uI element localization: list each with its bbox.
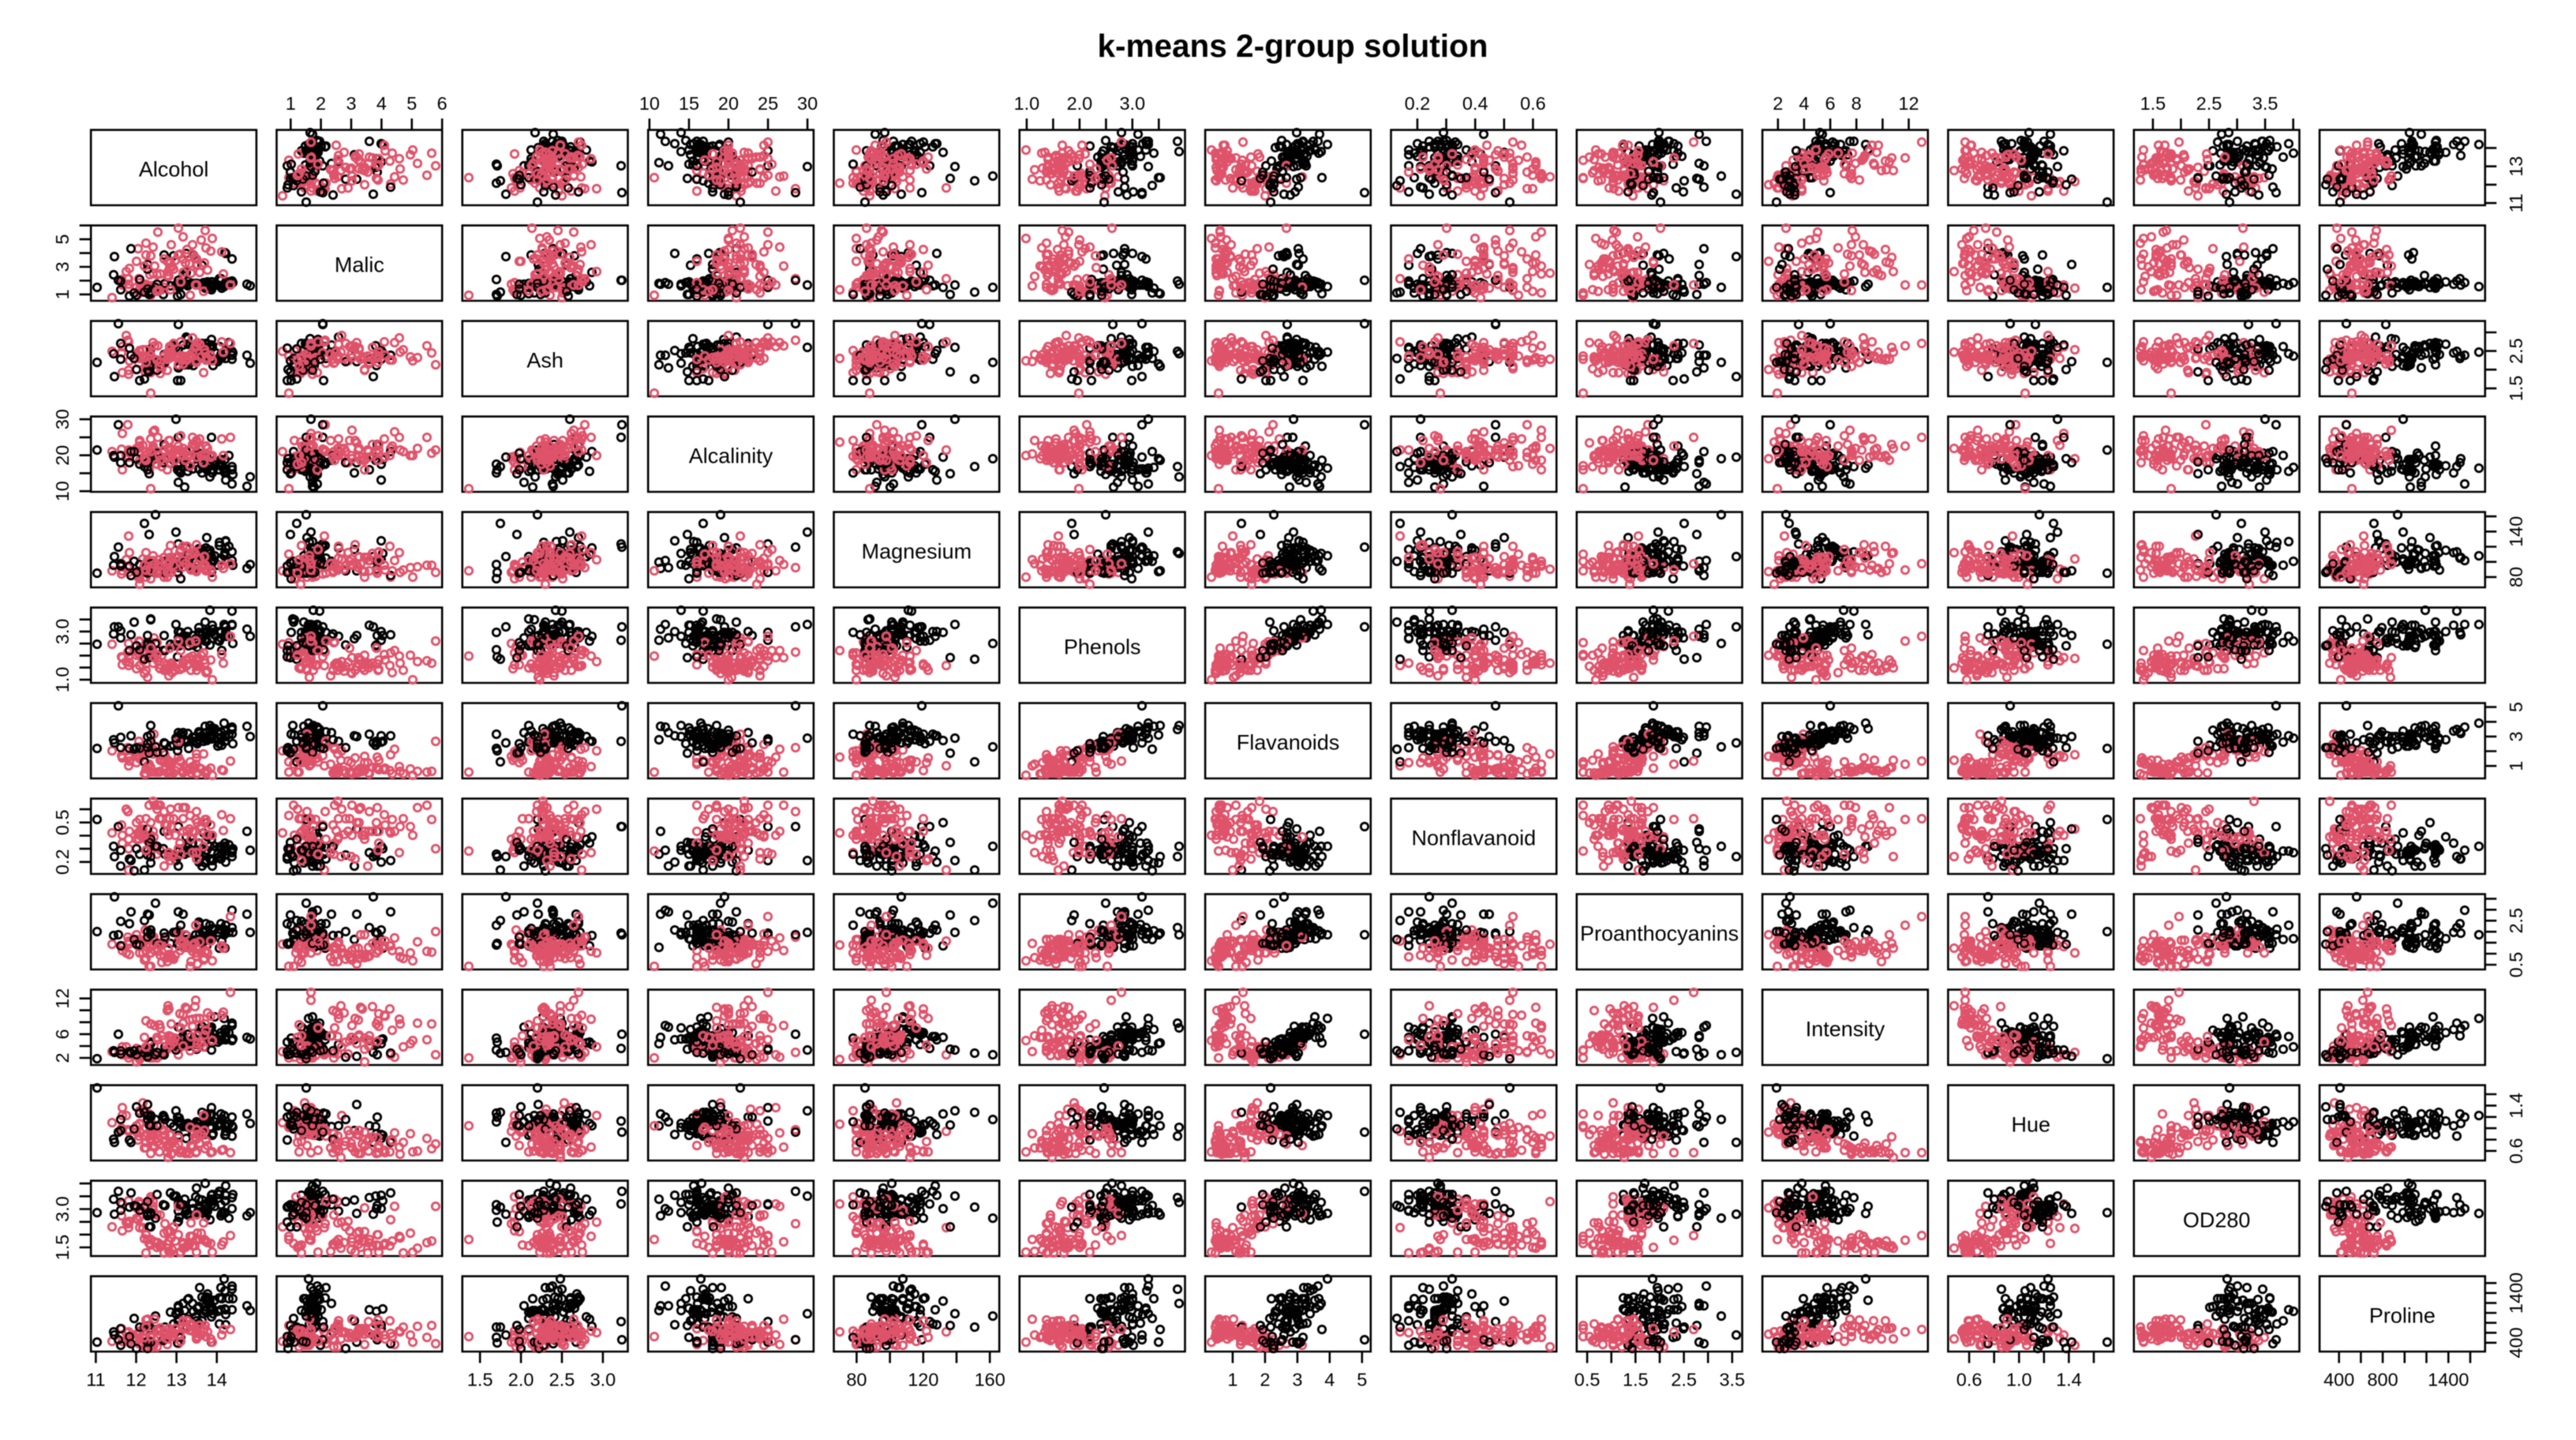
svg-text:140: 140: [2506, 516, 2526, 547]
svg-text:1: 1: [52, 289, 73, 299]
svg-text:Intensity: Intensity: [1806, 1017, 1885, 1041]
svg-text:400: 400: [2506, 1327, 2526, 1358]
svg-text:12: 12: [125, 1370, 146, 1390]
svg-text:2.0: 2.0: [1067, 93, 1093, 114]
svg-text:Phenols: Phenols: [1064, 635, 1141, 658]
svg-text:2.5: 2.5: [1671, 1370, 1697, 1390]
svg-text:1: 1: [2506, 761, 2526, 771]
svg-text:160: 160: [975, 1370, 1005, 1390]
svg-text:3.0: 3.0: [52, 619, 73, 645]
svg-text:120: 120: [908, 1370, 938, 1390]
svg-text:3: 3: [2506, 731, 2526, 741]
svg-text:3: 3: [1292, 1370, 1302, 1390]
svg-text:400: 400: [2323, 1370, 2354, 1390]
svg-text:6: 6: [52, 1029, 73, 1039]
svg-text:Malic: Malic: [335, 253, 384, 276]
svg-text:12: 12: [1898, 93, 1919, 114]
svg-text:30: 30: [797, 93, 818, 114]
svg-text:4: 4: [376, 93, 387, 114]
svg-text:80: 80: [846, 1370, 867, 1390]
svg-text:0.4: 0.4: [1462, 93, 1488, 114]
svg-text:14: 14: [207, 1370, 227, 1390]
svg-text:15: 15: [679, 93, 699, 114]
svg-text:20: 20: [718, 93, 739, 114]
svg-text:1.4: 1.4: [2056, 1370, 2082, 1390]
svg-text:1400: 1400: [2506, 1273, 2526, 1314]
svg-text:1.0: 1.0: [52, 667, 73, 693]
svg-text:4: 4: [1799, 93, 1809, 114]
svg-text:10: 10: [639, 93, 660, 114]
svg-text:4: 4: [1324, 1370, 1335, 1390]
svg-text:5: 5: [52, 234, 73, 245]
svg-text:0.5: 0.5: [52, 809, 73, 835]
svg-text:13: 13: [2506, 156, 2526, 177]
svg-text:1.4: 1.4: [2506, 1093, 2526, 1119]
svg-text:1.5: 1.5: [1623, 1370, 1649, 1390]
svg-text:Proline: Proline: [2369, 1303, 2436, 1327]
svg-text:Flavanoids: Flavanoids: [1237, 730, 1340, 754]
svg-text:0.5: 0.5: [1574, 1370, 1601, 1390]
svg-text:2.5: 2.5: [549, 1370, 575, 1390]
svg-text:1.5: 1.5: [467, 1370, 493, 1390]
svg-text:3: 3: [346, 93, 356, 114]
svg-text:20: 20: [52, 445, 73, 466]
svg-text:1: 1: [286, 93, 296, 114]
svg-text:3.0: 3.0: [1119, 93, 1145, 114]
svg-text:2.5: 2.5: [2506, 338, 2526, 364]
svg-text:8: 8: [1852, 93, 1862, 114]
svg-text:11: 11: [2506, 193, 2526, 212]
svg-text:2.0: 2.0: [508, 1370, 534, 1390]
svg-text:6: 6: [1825, 93, 1836, 114]
svg-text:1.0: 1.0: [1014, 93, 1040, 114]
svg-text:80: 80: [2506, 567, 2526, 587]
svg-text:1.5: 1.5: [52, 1235, 73, 1261]
svg-text:1.5: 1.5: [2506, 376, 2526, 402]
svg-text:13: 13: [167, 1370, 187, 1390]
svg-text:2: 2: [316, 93, 326, 114]
svg-text:0.2: 0.2: [1405, 93, 1431, 114]
svg-text:0.6: 0.6: [2506, 1138, 2526, 1164]
svg-text:3.5: 3.5: [1719, 1370, 1745, 1390]
svg-text:30: 30: [52, 409, 73, 429]
svg-text:3.5: 3.5: [2252, 93, 2278, 114]
svg-text:10: 10: [52, 481, 73, 501]
svg-text:Hue: Hue: [2012, 1112, 2051, 1136]
svg-text:3: 3: [52, 261, 73, 272]
svg-text:5: 5: [2506, 702, 2526, 712]
svg-text:3.0: 3.0: [590, 1370, 616, 1390]
svg-text:0.5: 0.5: [2506, 952, 2526, 978]
svg-text:5: 5: [406, 93, 417, 114]
svg-text:Magnesium: Magnesium: [862, 539, 972, 563]
svg-text:Alcohol: Alcohol: [139, 157, 209, 181]
svg-text:Proanthocyanins: Proanthocyanins: [1580, 921, 1739, 945]
svg-text:k-means 2-group solution: k-means 2-group solution: [1097, 28, 1488, 64]
svg-text:2.5: 2.5: [2506, 908, 2526, 934]
svg-text:1: 1: [1227, 1370, 1237, 1390]
svg-text:12: 12: [52, 988, 73, 1009]
svg-text:0.6: 0.6: [1520, 93, 1546, 114]
svg-text:Alcalinity: Alcalinity: [689, 444, 773, 467]
svg-text:OD280: OD280: [2183, 1208, 2251, 1232]
svg-text:5: 5: [1357, 1370, 1367, 1390]
svg-text:2: 2: [1773, 93, 1783, 114]
svg-text:0.2: 0.2: [52, 849, 73, 875]
svg-text:3.0: 3.0: [52, 1196, 73, 1222]
svg-text:6: 6: [437, 93, 447, 114]
svg-text:0.6: 0.6: [1956, 1370, 1983, 1390]
svg-text:2.5: 2.5: [2196, 93, 2222, 114]
svg-text:Nonflavanoid: Nonflavanoid: [1411, 826, 1536, 849]
svg-text:Ash: Ash: [526, 348, 564, 372]
svg-text:1.0: 1.0: [2006, 1370, 2032, 1390]
svg-text:25: 25: [758, 93, 778, 114]
svg-text:2: 2: [1260, 1370, 1270, 1390]
svg-text:11: 11: [86, 1370, 105, 1390]
svg-text:800: 800: [2367, 1370, 2398, 1390]
svg-text:1.5: 1.5: [2140, 93, 2166, 114]
svg-text:1400: 1400: [2428, 1370, 2469, 1390]
svg-text:2: 2: [52, 1052, 73, 1063]
